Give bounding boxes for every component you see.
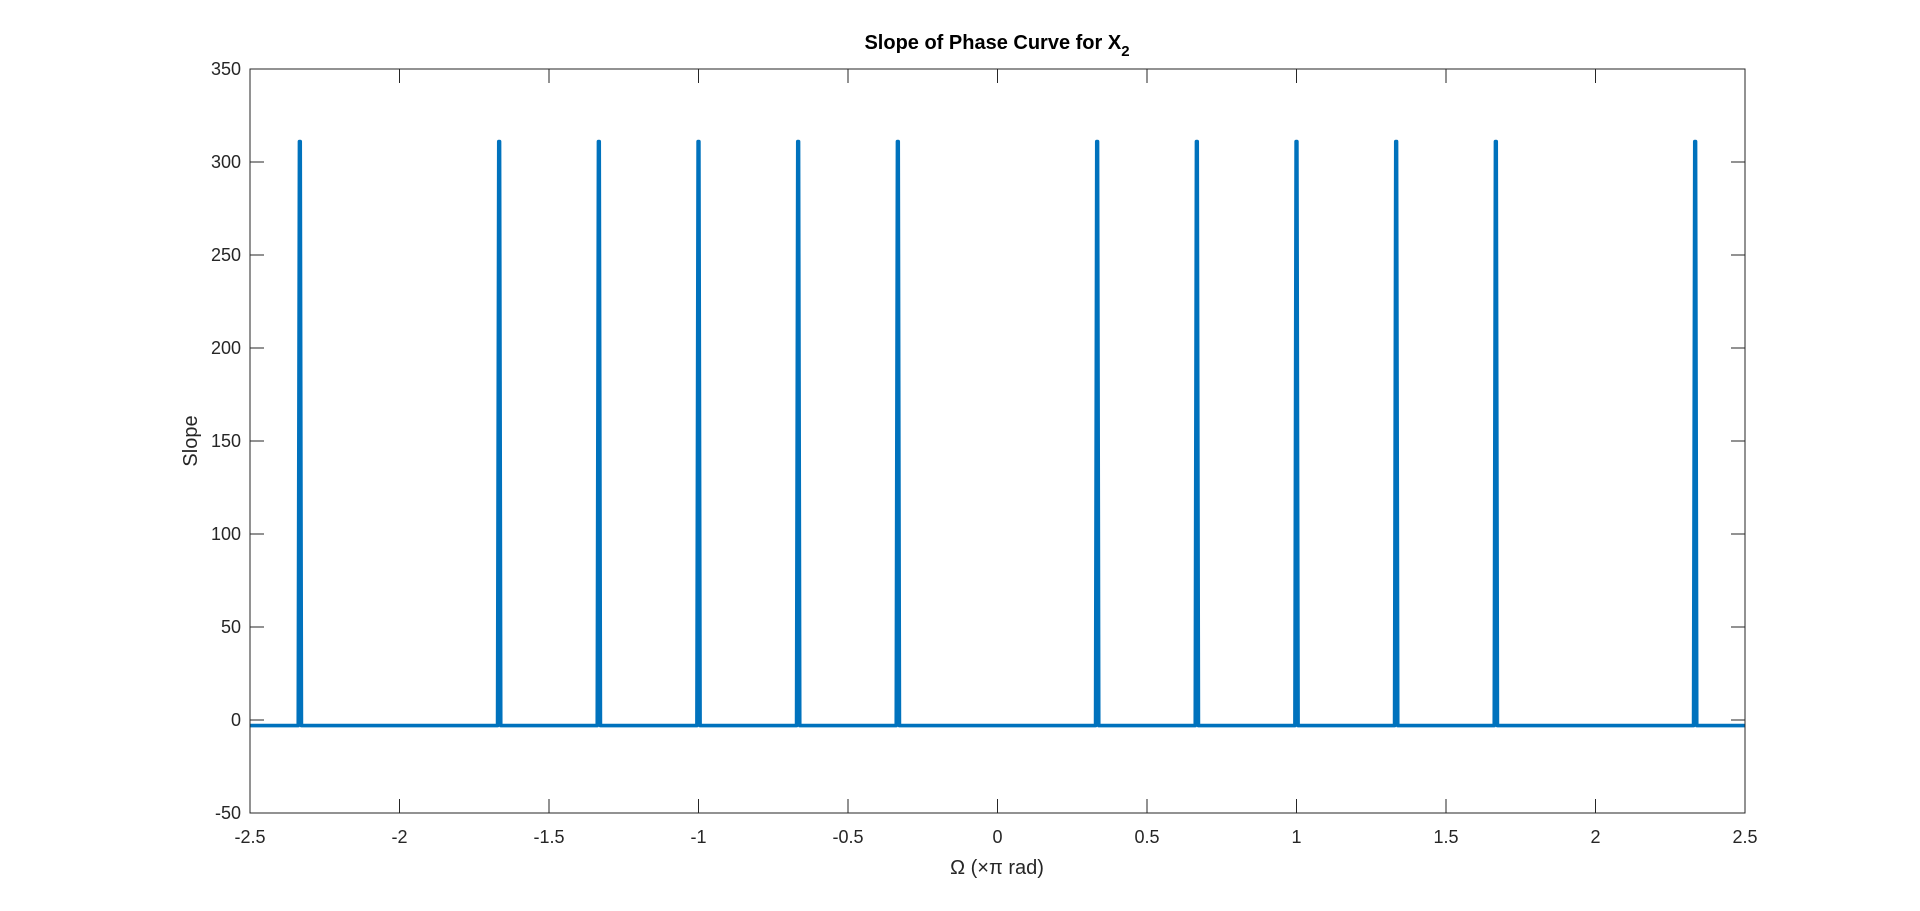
plot-area bbox=[250, 69, 1745, 813]
chart-title: Slope of Phase Curve for X2 bbox=[864, 32, 1129, 60]
chart-title-subscript: 2 bbox=[1121, 43, 1129, 60]
axes-box bbox=[249, 68, 1746, 814]
y-tick-label: -50 bbox=[215, 803, 241, 823]
x-tick-label: 0 bbox=[992, 827, 1002, 847]
series-line bbox=[250, 139, 1745, 728]
x-tick-label: 0.5 bbox=[1134, 827, 1159, 847]
y-tick-label: 0 bbox=[231, 710, 241, 730]
y-tick-label: 200 bbox=[211, 338, 241, 358]
x-tick-label: -2.5 bbox=[234, 827, 265, 847]
x-tick-label: -2 bbox=[391, 827, 407, 847]
label-layer: -2.5 -2 -1.5 -1 -0.5 0 0.5 1 1.5 2 2.5 -50 0 50 100 150… bbox=[211, 59, 1758, 847]
y-tick-label: 350 bbox=[211, 59, 241, 79]
x-tick-label: -0.5 bbox=[832, 827, 863, 847]
y-tick-label: 300 bbox=[211, 152, 241, 172]
y-axis-label: Slope bbox=[180, 415, 202, 466]
x-tick-label: -1 bbox=[690, 827, 706, 847]
x-axis-label: Ω (×π rad) bbox=[950, 857, 1044, 879]
series-layer bbox=[250, 139, 1745, 728]
chart-title-text: Slope of Phase Curve for X bbox=[864, 32, 1121, 54]
x-tick-label: 1.5 bbox=[1433, 827, 1458, 847]
x-tick-label: 2.5 bbox=[1732, 827, 1757, 847]
x-tick-label: 1 bbox=[1291, 827, 1301, 847]
y-tick-label: 150 bbox=[211, 431, 241, 451]
y-tick-label: 250 bbox=[211, 245, 241, 265]
x-tick-label: 2 bbox=[1590, 827, 1600, 847]
x-tick-label: -1.5 bbox=[533, 827, 564, 847]
y-tick-label: 100 bbox=[211, 524, 241, 544]
y-tick-label: 50 bbox=[221, 617, 241, 637]
